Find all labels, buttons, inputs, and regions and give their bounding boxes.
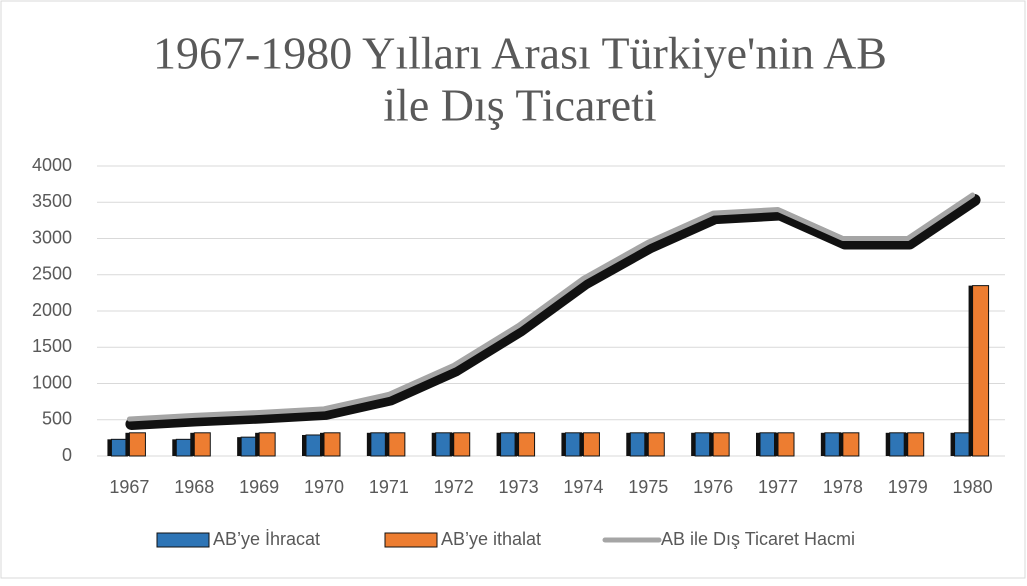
y-tick-label: 2500 <box>32 264 72 284</box>
bar-side <box>820 432 825 456</box>
x-tick-label: 1980 <box>953 477 993 497</box>
bar <box>258 432 276 457</box>
bar <box>629 432 647 457</box>
bar-side <box>968 285 973 456</box>
bar <box>128 432 146 457</box>
bar-side <box>774 432 778 456</box>
x-tick-label: 1975 <box>628 477 668 497</box>
bar <box>370 432 388 457</box>
line-shadow <box>125 194 981 431</box>
y-tick-label: 3500 <box>32 191 72 211</box>
bar <box>907 432 925 457</box>
bar <box>323 432 341 457</box>
y-tick-label: 1500 <box>32 336 72 356</box>
legend-swatch <box>384 532 438 548</box>
legend-label: AB’ye ithalat <box>441 529 541 549</box>
bar <box>824 432 842 457</box>
bar-side <box>496 432 501 456</box>
bar <box>453 432 471 457</box>
bar-side <box>172 439 177 456</box>
x-tick-label: 1971 <box>369 477 409 497</box>
bar-side <box>107 439 112 456</box>
bar <box>388 432 406 457</box>
bar <box>435 432 453 457</box>
bar <box>110 438 128 457</box>
chart-title: ile Dış Ticareti <box>383 80 656 131</box>
legend-label: AB ile Dış Ticaret Hacmi <box>661 529 855 549</box>
bar <box>712 432 730 457</box>
bar-side <box>644 432 649 456</box>
x-tick-label: 1969 <box>239 477 279 497</box>
bar <box>647 432 665 457</box>
bar-side <box>366 432 371 456</box>
x-tick-label: 1967 <box>109 477 149 497</box>
bar <box>240 436 258 457</box>
bar-side <box>756 432 760 456</box>
bar-side <box>691 432 696 456</box>
bar-side <box>838 432 843 456</box>
x-tick-label: 1976 <box>693 477 733 497</box>
bar-side <box>384 432 389 456</box>
bar-side <box>709 432 714 456</box>
bar <box>889 432 907 457</box>
bar <box>193 432 211 457</box>
x-tick-label: 1977 <box>758 477 798 497</box>
y-tick-label: 4000 <box>32 155 72 175</box>
bar-side <box>302 434 306 456</box>
bar-side <box>449 432 454 456</box>
y-tick-label: 1000 <box>32 372 72 392</box>
bar <box>305 434 323 457</box>
bar <box>972 285 990 457</box>
bar-side <box>431 432 436 456</box>
bar <box>564 432 582 457</box>
bar-side <box>255 432 260 456</box>
bar-side <box>190 432 195 456</box>
bar-side <box>561 432 566 456</box>
bar-side <box>885 432 890 456</box>
bar-side <box>125 432 130 456</box>
bar <box>759 432 777 457</box>
legend-swatch <box>156 532 210 548</box>
bar <box>694 432 712 457</box>
bar-side <box>320 432 324 456</box>
x-tick-label: 1970 <box>304 477 344 497</box>
x-tick-label: 1973 <box>499 477 539 497</box>
y-tick-label: 2000 <box>32 300 72 320</box>
bar <box>582 432 600 457</box>
bar <box>518 432 536 457</box>
y-tick-label: 0 <box>62 445 72 465</box>
bar-side <box>514 432 519 456</box>
bar <box>500 432 518 457</box>
y-tick-label: 500 <box>42 409 72 429</box>
x-tick-label: 1968 <box>174 477 214 497</box>
y-tick-label: 3000 <box>32 227 72 247</box>
x-tick-label: 1974 <box>563 477 603 497</box>
bar <box>954 432 972 457</box>
bar <box>175 438 193 457</box>
x-tick-label: 1979 <box>888 477 928 497</box>
x-tick-label: 1972 <box>434 477 474 497</box>
x-tick-label: 1978 <box>823 477 863 497</box>
legend-label: AB’ye İhracat <box>213 529 320 549</box>
chart-title: 1967-1980 Yılları Arası Türkiye'nin AB <box>153 28 887 79</box>
bar-side <box>579 432 584 456</box>
bar-side <box>237 437 242 456</box>
bar-side <box>950 432 955 456</box>
bar-side <box>903 432 908 456</box>
bar-side <box>626 432 631 456</box>
bar <box>777 432 795 457</box>
bar <box>842 432 860 457</box>
line <box>126 192 976 422</box>
